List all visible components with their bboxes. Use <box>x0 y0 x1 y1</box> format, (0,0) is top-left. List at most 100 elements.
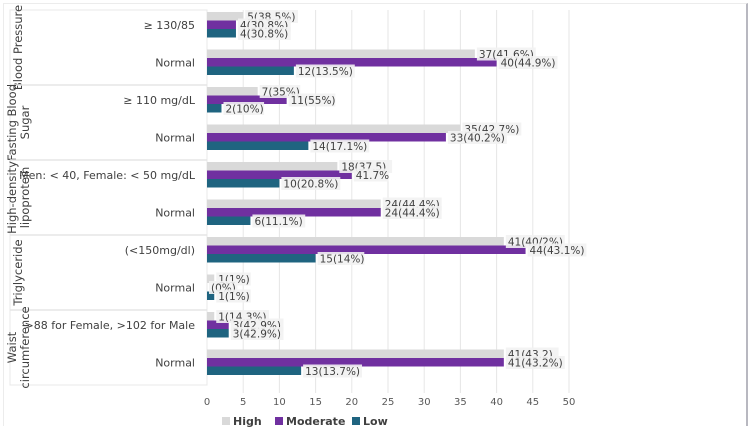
category-label: Normal <box>155 131 195 144</box>
legend-label-moderate: Moderate <box>286 415 345 428</box>
bar-high <box>207 12 244 21</box>
category-axis-panel: Blood Pressure ≥ 130/85 Normal Fasting Bloo… <box>5 5 208 389</box>
bar-moderate <box>207 358 504 367</box>
group-label-line: Waist <box>5 331 19 363</box>
x-tick-label: 25 <box>382 397 395 408</box>
group-label-line: Sugar <box>18 105 32 139</box>
x-tick-label: 40 <box>490 397 503 408</box>
data-label: 44(43.1%) <box>530 245 585 257</box>
group-label-line: Blood Pressure <box>11 5 25 90</box>
data-label-bg <box>216 289 251 303</box>
x-tick-label: 15 <box>309 397 322 408</box>
data-label-bg <box>303 364 363 378</box>
category-label: (<150mg/dl) <box>125 244 195 257</box>
group-label: Fasting BloodSugar <box>5 84 32 161</box>
group-label-line: lipoprotein <box>18 167 32 229</box>
data-label: 11(55%) <box>291 95 336 107</box>
bar-high <box>207 312 215 321</box>
data-label-bg <box>527 243 587 257</box>
bar-low <box>207 366 302 375</box>
data-label-bg <box>230 327 284 340</box>
legend-swatch-low <box>352 417 360 425</box>
category-label: Normal <box>155 206 195 219</box>
bar-moderate <box>207 245 526 254</box>
legend-swatch-moderate <box>275 417 283 425</box>
bar-high <box>207 87 258 96</box>
bar-low <box>207 66 294 75</box>
group-label: High-densitylipoprotein <box>5 161 32 234</box>
data-label-bg <box>295 64 355 78</box>
data-label-bg <box>317 252 365 265</box>
group-label-line: High-density <box>5 161 19 234</box>
bar-low <box>207 216 251 225</box>
bar-high <box>207 49 475 58</box>
category-panel-bg <box>9 9 208 386</box>
data-label-bg <box>310 139 370 153</box>
data-labels: 5(38.5%)4(30.8%)4(30.8%)37(41.6%)40(44.9… <box>209 10 587 378</box>
data-label-bg <box>223 102 265 115</box>
bar-moderate <box>207 20 236 29</box>
chart-frame <box>3 3 748 426</box>
bar-moderate <box>207 95 287 104</box>
bar-high <box>207 349 504 358</box>
data-label: 41(43.2%) <box>508 358 563 370</box>
bar-moderate <box>207 320 229 329</box>
category-label: >88 for Female, >102 for Male <box>25 319 196 332</box>
bar-moderate <box>207 208 381 217</box>
data-label: 40(44.9%) <box>501 58 556 70</box>
legend-label-low: Low <box>363 415 388 428</box>
category-label: Men: < 40, Female: < 50 mg/dL <box>19 169 196 182</box>
data-label: 3(42.9%) <box>233 329 281 341</box>
group-label-line: circumference <box>18 306 32 388</box>
data-label-bg <box>252 214 306 228</box>
bar-high <box>207 237 504 246</box>
bar-moderate <box>207 58 497 67</box>
bar-moderate <box>207 170 352 179</box>
bar-low <box>207 254 316 263</box>
bar-low <box>207 141 309 150</box>
bar-high <box>207 124 461 133</box>
legend-label-high: High <box>233 415 262 428</box>
x-axis-ticks: 0 5 10 15 20 25 30 35 40 45 50 <box>204 397 576 408</box>
data-label: 33(40.2%) <box>450 133 505 145</box>
bar-low <box>207 329 229 338</box>
category-label: Normal <box>155 56 195 69</box>
data-label: 12(13.5%) <box>298 66 353 78</box>
category-label: Normal <box>155 281 195 294</box>
data-label: 6(11.1%) <box>254 216 302 228</box>
bar-high <box>207 199 381 208</box>
data-label: 1(1%) <box>218 291 250 303</box>
bar-low <box>207 291 215 300</box>
data-label: 24(44.4%) <box>385 208 440 220</box>
data-label: 41.7% <box>356 170 389 182</box>
group-label: Blood Pressure <box>11 5 25 90</box>
category-label: ≥ 130/85 <box>144 19 195 32</box>
data-label: 2(10%) <box>225 104 263 116</box>
data-label-bg <box>498 56 558 69</box>
bar-moderate <box>207 133 446 142</box>
group-label-line: Triglyceride <box>11 239 25 306</box>
x-tick-label: 5 <box>240 397 246 408</box>
bar-high <box>207 274 215 283</box>
legend: High Moderate Low <box>222 415 388 428</box>
bar-low <box>207 104 222 113</box>
legend-swatch-high <box>222 417 230 425</box>
data-label-bg <box>505 356 565 369</box>
data-label-bg <box>382 206 442 219</box>
bar-high <box>207 162 338 171</box>
group-label: Waistcircumference <box>5 306 32 388</box>
data-label: 10(20.8%) <box>283 179 338 191</box>
data-label-bg <box>353 168 389 182</box>
data-label: 15(14%) <box>320 254 365 266</box>
data-label-bg <box>281 177 341 190</box>
bar-low <box>207 179 280 188</box>
category-label: ≥ 110 mg/dL <box>123 94 196 107</box>
x-tick-label: 50 <box>563 397 576 408</box>
group-label-line: Fasting Blood <box>5 84 19 161</box>
category-label: Normal <box>155 356 195 369</box>
x-tick-label: 20 <box>345 397 358 408</box>
data-label: 14(17.1%) <box>312 141 367 153</box>
x-tick-label: 45 <box>526 397 539 408</box>
x-tick-label: 10 <box>273 397 286 408</box>
